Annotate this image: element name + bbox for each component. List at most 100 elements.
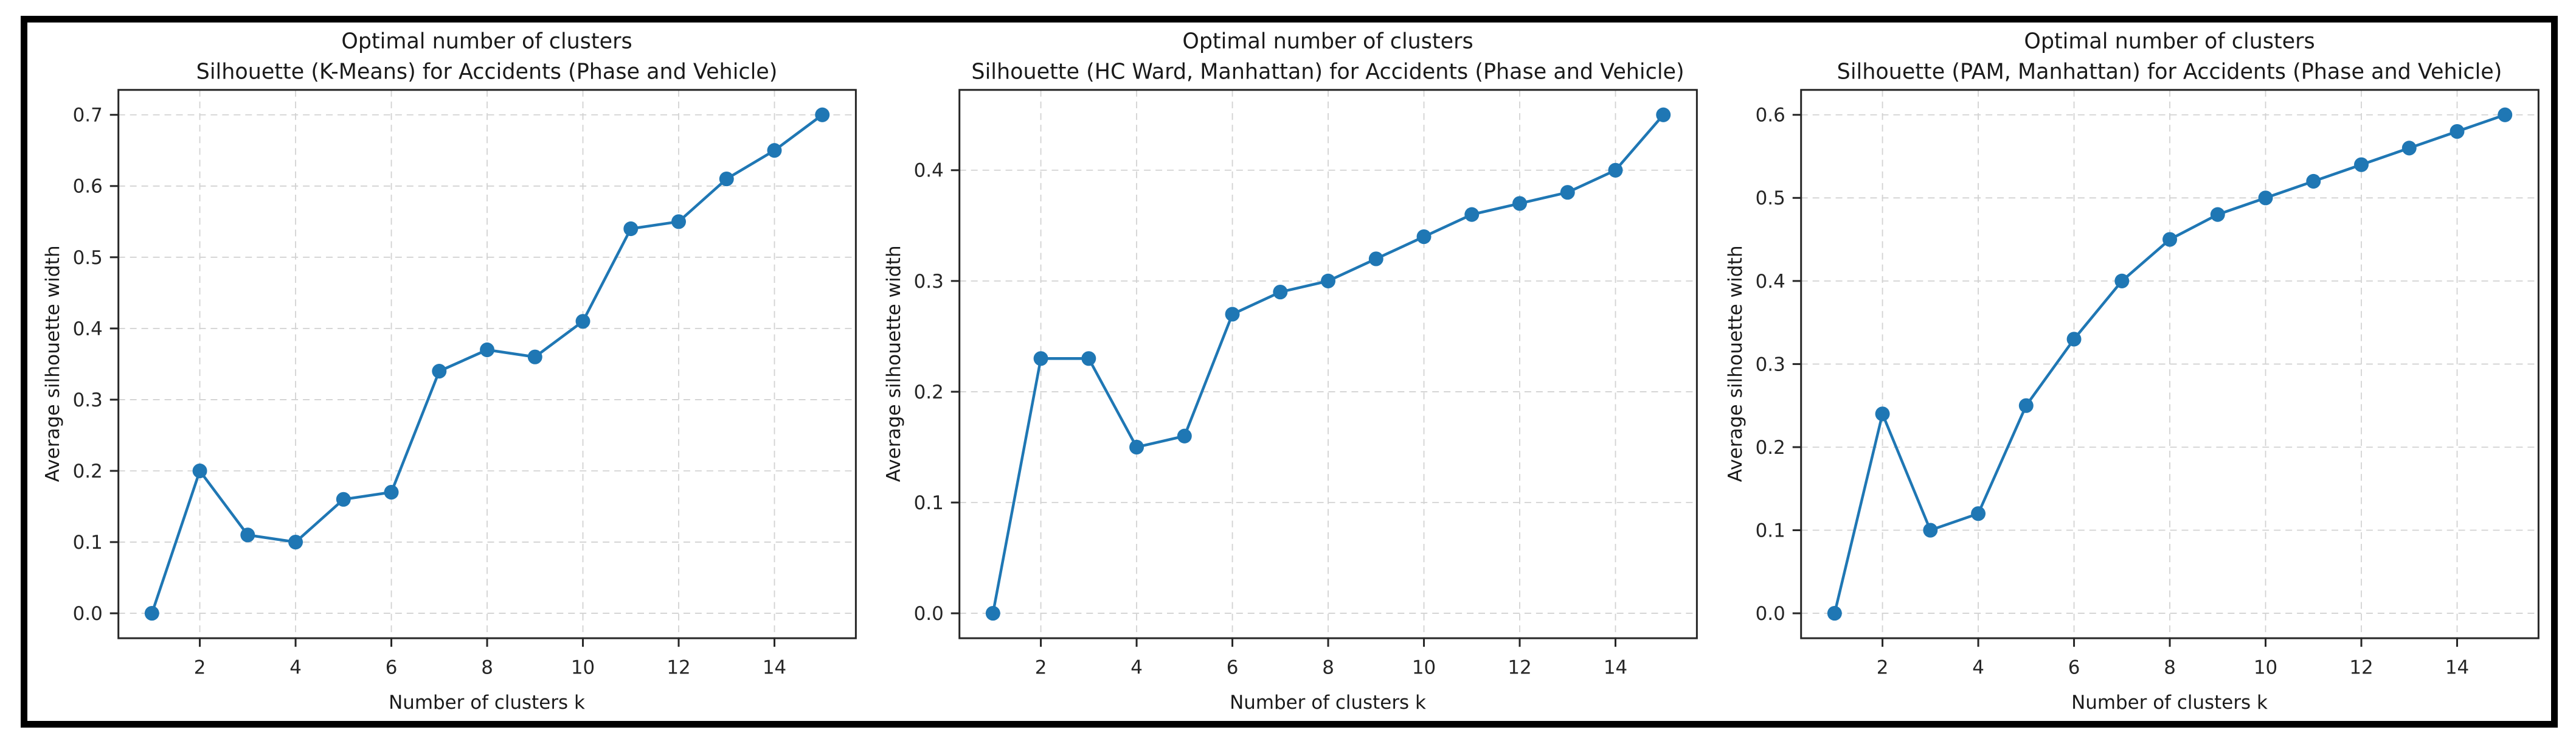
data-point [2305,173,2321,189]
y-tick-label: 0.3 [1755,353,1785,375]
data-point [1656,107,1671,122]
data-point [336,492,351,507]
chart-subtitle: Silhouette (PAM, Manhattan) for Accident… [1837,60,2502,85]
y-tick-label: 0.6 [1755,105,1785,127]
x-tick-label: 4 [289,656,302,678]
x-tick-label: 4 [1972,656,1984,678]
x-tick-label: 2 [194,656,206,678]
y-axis-label: Average silhouette width [42,245,64,482]
x-tick-label: 10 [2254,656,2277,678]
data-point [2210,207,2225,222]
data-point [1922,523,1937,538]
chart-panel-hc-ward: Optimal number of clusters Silhouette (H… [868,23,1709,721]
y-tick-label: 0.5 [73,247,103,269]
data-point [2353,157,2369,172]
y-tick-label: 0.1 [73,532,103,554]
x-tick-label: 2 [1876,656,1888,678]
data-point [144,606,159,621]
y-tick-label: 0.4 [73,318,103,340]
chart-subtitle: Silhouette (HC Ward, Manhattan) for Acci… [972,60,1684,85]
pam-silhouette-chart: Optimal number of clusters Silhouette (P… [1725,29,2540,714]
x-axis-label: Number of clusters k [1230,692,1427,714]
data-point [1970,506,1986,521]
x-tick-label: 4 [1131,656,1143,678]
data-point [527,349,542,364]
x-tick-label: 2 [1035,656,1047,678]
data-point [1033,351,1048,366]
data-point [2401,141,2417,156]
x-tick-label: 6 [386,656,398,678]
y-axis-label: Average silhouette width [1725,245,1747,482]
y-tick-label: 0.3 [73,389,103,411]
data-point [2162,232,2177,247]
data-point [1608,162,1623,178]
data-point [2018,398,2034,413]
data-point [288,534,303,550]
data-point [815,107,830,122]
y-tick-label: 0.6 [73,176,103,198]
data-point [1416,229,1432,245]
data-point [2497,107,2512,122]
y-tick-label: 0.7 [73,105,103,127]
y-tick-label: 0.0 [1755,603,1785,625]
data-point [1225,307,1240,322]
y-tick-label: 0.4 [914,160,944,182]
data-point [384,485,399,500]
y-tick-label: 0.2 [1755,437,1785,459]
x-tick-label: 10 [571,656,595,678]
y-tick-label: 0.2 [914,381,944,403]
data-point [2258,190,2273,206]
data-point [1560,185,1576,200]
y-tick-label: 0.2 [73,461,103,482]
data-point [2114,273,2129,288]
data-point [1129,439,1144,455]
figure-frame: Optimal number of clusters Silhouette (K… [21,16,2558,728]
y-tick-label: 0.3 [914,271,944,293]
x-axis-label: Number of clusters k [389,692,585,714]
data-point [671,214,686,229]
data-point [1875,406,1890,422]
data-point [623,221,639,237]
data-point [1512,196,1528,211]
chart-title: Optimal number of clusters [1183,29,1473,54]
chart-title: Optimal number of clusters [2024,29,2315,54]
x-tick-label: 12 [667,656,690,678]
y-tick-label: 0.5 [1755,187,1785,209]
data-point [986,606,1001,621]
x-tick-label: 12 [1508,656,1532,678]
data-point [1177,428,1193,444]
x-tick-label: 12 [2349,656,2373,678]
data-point [719,171,734,187]
data-point [432,364,447,379]
data-point [2066,332,2082,347]
y-axis-label: Average silhouette width [883,245,905,482]
plot-area: 2 4 6 8 10 12 14 0.0 0.1 0.2 0.3 0.4 0.5 0.6 0.7 [73,89,857,678]
x-tick-label: 6 [1227,656,1239,678]
x-tick-label: 6 [2068,656,2080,678]
data-point [2450,124,2465,139]
chart-title: Optimal number of clusters [341,29,632,54]
x-tick-label: 8 [481,656,493,678]
y-tick-label: 0.1 [1755,520,1785,541]
x-tick-label: 10 [1412,656,1436,678]
plot-area: 2 4 6 8 10 12 14 0.0 0.1 0.2 0.3 0.4 [914,89,1698,678]
y-tick-label: 0.0 [914,603,944,625]
chart-panel-kmeans: Optimal number of clusters Silhouette (K… [27,23,868,721]
kmeans-silhouette-chart: Optimal number of clusters Silhouette (K… [42,29,857,714]
x-tick-label: 14 [1604,656,1627,678]
x-axis-label: Number of clusters k [2071,692,2268,714]
plot-area: 2 4 6 8 10 12 14 0.0 0.1 0.2 0.3 0.4 0.5 0.6 [1755,89,2540,678]
data-point [192,463,207,479]
data-point [480,342,495,358]
data-point [575,314,590,329]
x-tick-label: 8 [2164,656,2176,678]
y-tick-label: 0.4 [1755,271,1785,293]
y-tick-label: 0.0 [73,603,103,625]
chart-panel-pam: Optimal number of clusters Silhouette (P… [1710,23,2551,721]
data-point [1827,606,1842,621]
x-tick-label: 8 [1323,656,1335,678]
y-tick-label: 0.1 [914,492,944,514]
data-point [1321,273,1336,288]
x-tick-label: 14 [763,656,786,678]
data-point [1369,251,1384,266]
